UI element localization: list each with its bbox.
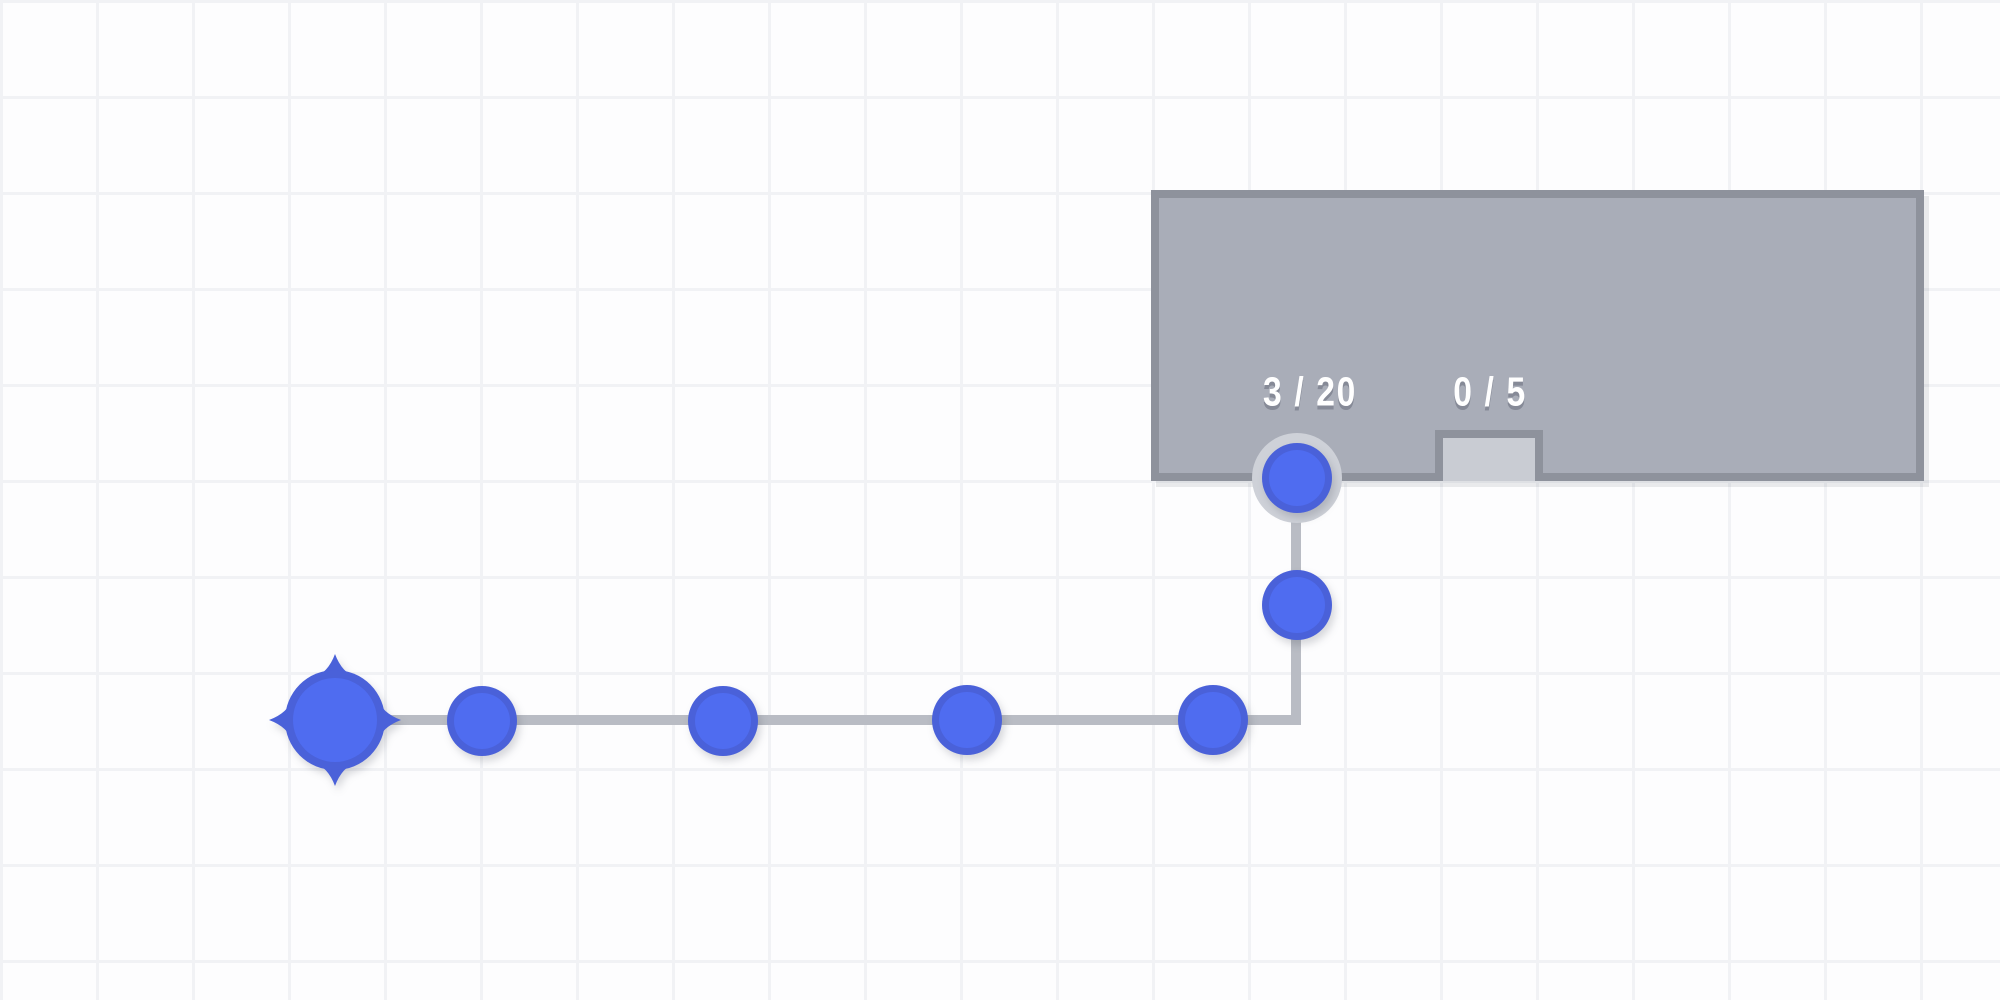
head-spike — [313, 654, 357, 681]
train-segment — [447, 686, 517, 756]
train-path — [335, 478, 1301, 725]
train-segment-core — [695, 693, 751, 749]
train-segment — [688, 686, 758, 756]
train-segment — [1262, 570, 1332, 640]
head-core — [293, 678, 377, 762]
train-segment-core — [1269, 577, 1325, 633]
head-ring — [285, 670, 385, 770]
depot-output-slot — [1435, 430, 1543, 481]
train-head — [269, 654, 401, 786]
train — [269, 443, 1332, 786]
depot-output-counter: 0 / 5 — [1453, 368, 1527, 415]
depot-storage-counter: 3 / 20 — [1263, 368, 1357, 415]
head-spike — [269, 698, 296, 742]
train-segment-core — [454, 693, 510, 749]
head-spike — [313, 759, 357, 786]
train-segment — [1178, 685, 1248, 755]
train-segment — [932, 685, 1002, 755]
train-segment-core — [939, 692, 995, 748]
train-segment-core — [1185, 692, 1241, 748]
head-spike — [374, 698, 401, 742]
